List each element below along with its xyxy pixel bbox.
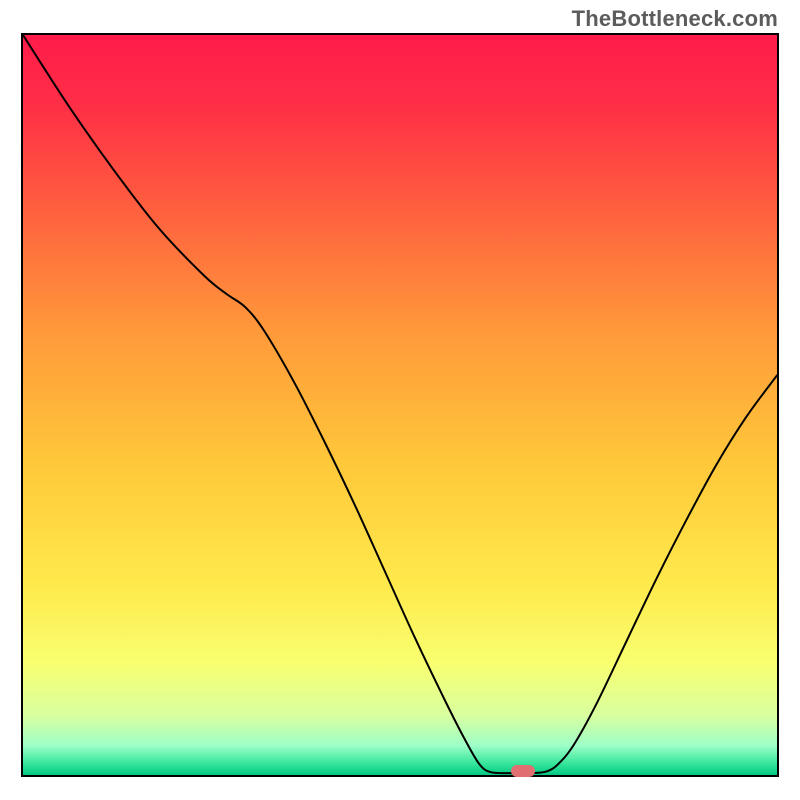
bottleneck-chart: TheBottleneck.com xyxy=(0,0,800,800)
optimal-marker xyxy=(511,765,535,777)
watermark-text: TheBottleneck.com xyxy=(572,6,778,32)
plot-area xyxy=(21,33,779,777)
bottleneck-curve xyxy=(23,35,777,775)
